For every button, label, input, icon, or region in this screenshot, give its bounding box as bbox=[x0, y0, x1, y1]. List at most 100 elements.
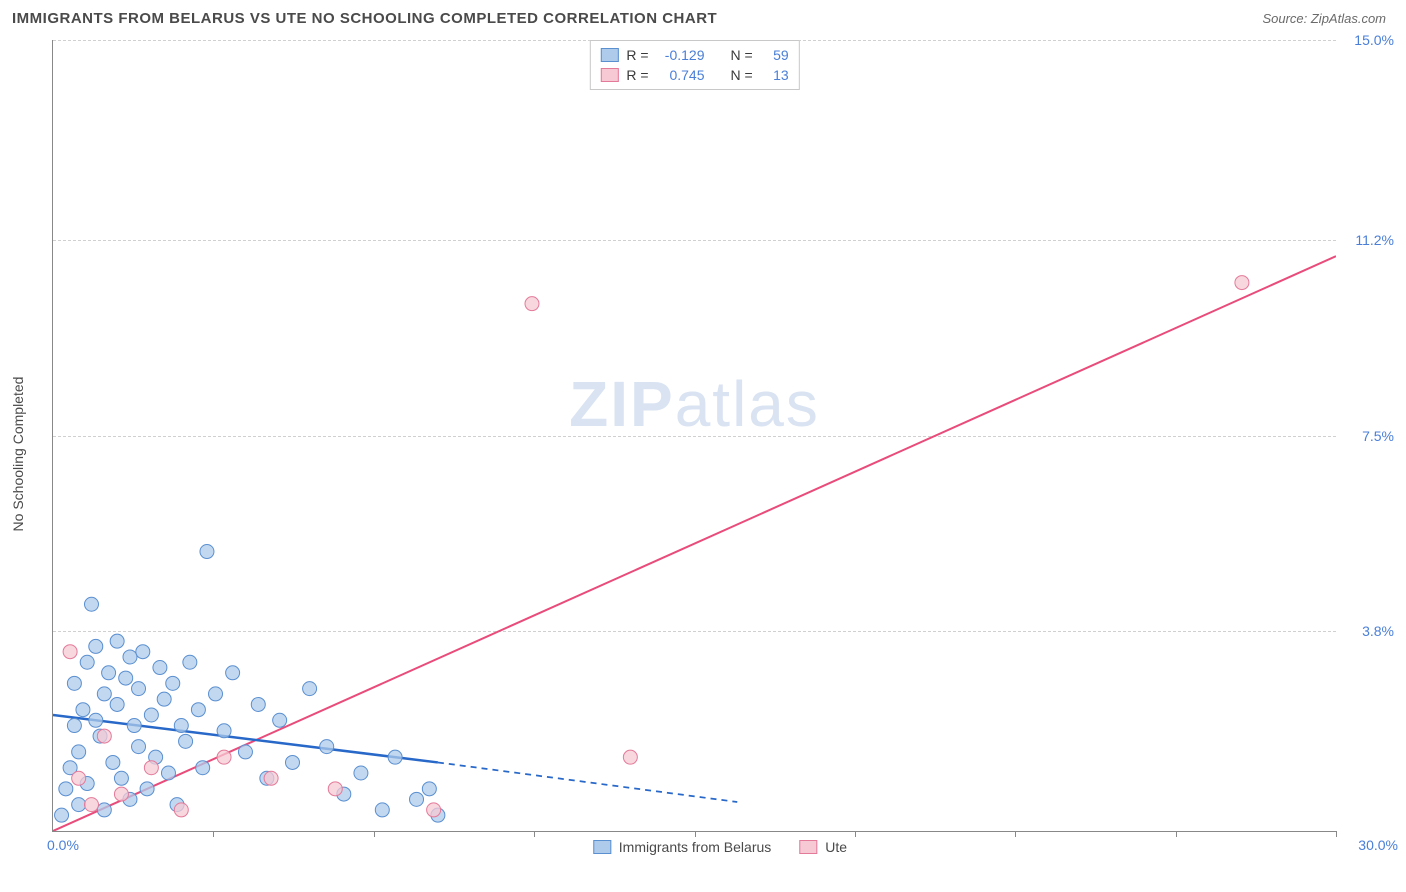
legend-series-swatch-0 bbox=[593, 840, 611, 854]
legend-R-value-0: -0.129 bbox=[657, 47, 705, 63]
x-tick bbox=[374, 831, 375, 837]
trend-line-dashed bbox=[438, 762, 737, 802]
scatter-point bbox=[114, 771, 128, 785]
chart-title: IMMIGRANTS FROM BELARUS VS UTE NO SCHOOL… bbox=[12, 10, 717, 27]
scatter-point bbox=[97, 803, 111, 817]
x-tick bbox=[1176, 831, 1177, 837]
scatter-point bbox=[179, 734, 193, 748]
scatter-point bbox=[59, 782, 73, 796]
y-tick-label: 7.5% bbox=[1362, 428, 1394, 444]
scatter-point bbox=[67, 676, 81, 690]
legend-R-label-0: R = bbox=[626, 47, 648, 63]
legend-swatch-1 bbox=[600, 68, 618, 82]
legend-stats-row-1: R = 0.745 N = 13 bbox=[600, 65, 788, 85]
legend-N-value-0: 59 bbox=[761, 47, 789, 63]
scatter-point bbox=[174, 803, 188, 817]
scatter-point bbox=[89, 713, 103, 727]
legend-series-item-0: Immigrants from Belarus bbox=[593, 839, 771, 855]
scatter-point bbox=[1235, 276, 1249, 290]
scatter-point bbox=[427, 803, 441, 817]
scatter-point bbox=[328, 782, 342, 796]
scatter-point bbox=[55, 808, 69, 822]
legend-N-label-1: N = bbox=[731, 67, 753, 83]
chart-header: IMMIGRANTS FROM BELARUS VS UTE NO SCHOOL… bbox=[0, 0, 1406, 35]
scatter-point bbox=[119, 671, 133, 685]
legend-N-label-0: N = bbox=[731, 47, 753, 63]
scatter-point bbox=[114, 787, 128, 801]
x-tick bbox=[213, 831, 214, 837]
scatter-point bbox=[623, 750, 637, 764]
scatter-point bbox=[72, 745, 86, 759]
scatter-point bbox=[132, 740, 146, 754]
scatter-point bbox=[209, 687, 223, 701]
y-tick-label: 3.8% bbox=[1362, 623, 1394, 639]
scatter-point bbox=[127, 719, 141, 733]
scatter-point bbox=[354, 766, 368, 780]
scatter-point bbox=[200, 545, 214, 559]
plot-area: ZIPatlas 3.8%7.5%11.2%15.0% 0.0% 30.0% R… bbox=[52, 40, 1336, 832]
scatter-point bbox=[136, 645, 150, 659]
scatter-point bbox=[388, 750, 402, 764]
scatter-point bbox=[102, 666, 116, 680]
scatter-point bbox=[217, 724, 231, 738]
x-tick bbox=[1015, 831, 1016, 837]
scatter-point bbox=[303, 682, 317, 696]
legend-stats-row-0: R = -0.129 N = 59 bbox=[600, 45, 788, 65]
chart-container: No Schooling Completed ZIPatlas 3.8%7.5%… bbox=[30, 40, 1336, 852]
legend-N-value-1: 13 bbox=[761, 67, 789, 83]
scatter-point bbox=[422, 782, 436, 796]
scatter-point bbox=[273, 713, 287, 727]
scatter-point bbox=[183, 655, 197, 669]
scatter-point bbox=[251, 697, 265, 711]
legend-series-item-1: Ute bbox=[799, 839, 847, 855]
x-tick bbox=[534, 831, 535, 837]
y-tick-label: 11.2% bbox=[1355, 232, 1394, 248]
scatter-point bbox=[191, 703, 205, 717]
scatter-point bbox=[140, 782, 154, 796]
scatter-point bbox=[84, 597, 98, 611]
scatter-point bbox=[144, 761, 158, 775]
scatter-point bbox=[320, 740, 334, 754]
x-tick bbox=[1336, 831, 1337, 837]
scatter-point bbox=[217, 750, 231, 764]
legend-swatch-0 bbox=[600, 48, 618, 62]
scatter-point bbox=[157, 692, 171, 706]
scatter-point bbox=[375, 803, 389, 817]
scatter-point bbox=[110, 634, 124, 648]
scatter-point bbox=[166, 676, 180, 690]
scatter-point bbox=[123, 650, 137, 664]
scatter-point bbox=[72, 771, 86, 785]
y-axis-label: No Schooling Completed bbox=[10, 377, 26, 532]
chart-source: Source: ZipAtlas.com bbox=[1262, 11, 1386, 26]
scatter-plot bbox=[53, 40, 1336, 831]
scatter-point bbox=[226, 666, 240, 680]
x-origin-label: 0.0% bbox=[47, 837, 79, 853]
scatter-point bbox=[63, 645, 77, 659]
legend-stats: R = -0.129 N = 59 R = 0.745 N = 13 bbox=[589, 40, 799, 90]
legend-series-label-0: Immigrants from Belarus bbox=[619, 839, 771, 855]
scatter-point bbox=[89, 639, 103, 653]
scatter-point bbox=[72, 798, 86, 812]
scatter-point bbox=[97, 687, 111, 701]
scatter-point bbox=[410, 792, 424, 806]
scatter-point bbox=[525, 297, 539, 311]
scatter-point bbox=[80, 655, 94, 669]
legend-series-label-1: Ute bbox=[825, 839, 847, 855]
legend-R-value-1: 0.745 bbox=[657, 67, 705, 83]
scatter-point bbox=[285, 755, 299, 769]
x-max-label: 30.0% bbox=[1358, 837, 1398, 853]
legend-R-label-1: R = bbox=[626, 67, 648, 83]
scatter-point bbox=[238, 745, 252, 759]
legend-series: Immigrants from Belarus Ute bbox=[593, 839, 847, 855]
scatter-point bbox=[132, 682, 146, 696]
scatter-point bbox=[153, 661, 167, 675]
x-tick bbox=[855, 831, 856, 837]
scatter-point bbox=[97, 729, 111, 743]
scatter-point bbox=[76, 703, 90, 717]
scatter-point bbox=[264, 771, 278, 785]
scatter-point bbox=[84, 798, 98, 812]
scatter-point bbox=[174, 719, 188, 733]
scatter-point bbox=[106, 755, 120, 769]
x-tick bbox=[695, 831, 696, 837]
scatter-point bbox=[67, 719, 81, 733]
